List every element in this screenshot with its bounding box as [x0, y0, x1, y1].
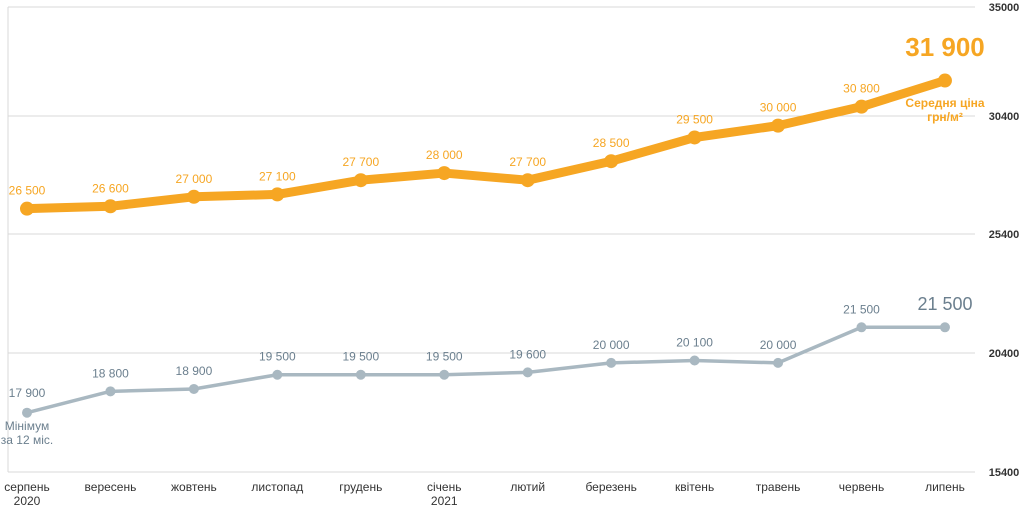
- data-label: 26 600: [92, 181, 129, 195]
- data-label: 18 800: [92, 366, 129, 380]
- x-tick-label: лютий: [510, 480, 545, 494]
- average-price-point: [103, 199, 118, 214]
- series-name-minimum: Мінімум за 12 міс.: [1, 419, 53, 447]
- average-price-point: [854, 99, 869, 114]
- data-label: 28 000: [426, 148, 463, 162]
- minimum-price-point: [522, 367, 533, 378]
- minimum-price-point: [439, 369, 450, 380]
- average-price-point: [186, 189, 201, 204]
- minimum-price-point: [689, 355, 700, 366]
- average-price-point: [687, 130, 702, 145]
- data-label: 19 500: [342, 350, 379, 364]
- y-tick-label: 25400: [989, 229, 1020, 241]
- y-tick-label: 30400: [989, 111, 1020, 123]
- average-price-point: [270, 187, 285, 202]
- data-label: 30 000: [760, 101, 797, 115]
- data-label: 19 500: [426, 350, 463, 364]
- data-label: 27 700: [342, 155, 379, 169]
- average-price-point: [771, 118, 786, 133]
- minimum-price-point: [939, 322, 950, 333]
- label-layer: 26 500 26 600 27 000 27 100 27 700 28 000 27 7…: [1, 32, 985, 447]
- data-label: 20 100: [676, 335, 713, 349]
- series-layer: [20, 73, 952, 418]
- data-label-latest-average: 31 900: [905, 32, 985, 62]
- x-tick-label: березень: [585, 480, 636, 494]
- x-tick-label: жовтень: [171, 480, 217, 494]
- data-label-latest-minimum: 21 500: [917, 294, 972, 314]
- data-label: 18 900: [176, 364, 213, 378]
- data-label: 27 700: [509, 155, 546, 169]
- data-label: 20 000: [593, 338, 630, 352]
- x-tick-label: червень: [839, 480, 884, 494]
- y-tick-label: 20400: [989, 348, 1020, 360]
- x-tick-label: липень: [925, 480, 965, 494]
- data-label: 19 600: [509, 347, 546, 361]
- minimum-price-point: [105, 386, 116, 397]
- data-label: 19 500: [259, 350, 296, 364]
- minimum-price-line: [25, 325, 947, 415]
- x-tick-label: січень 2021: [427, 480, 461, 508]
- data-label: 27 100: [259, 169, 296, 183]
- data-label: 27 000: [176, 172, 213, 186]
- x-tick-label: квітень: [675, 480, 714, 494]
- data-label: 30 800: [843, 82, 880, 96]
- data-label: 21 500: [843, 302, 880, 316]
- series-name-average: Середня ціна грн/м²: [905, 96, 985, 124]
- minimum-price-point: [272, 369, 283, 380]
- average-price-point: [937, 73, 952, 88]
- data-label: 17 900: [9, 386, 46, 400]
- x-axis: серпень 2020 вересень жовтень листопад груден…: [4, 480, 965, 508]
- data-label: 20 000: [760, 338, 797, 352]
- minimum-price-point: [606, 357, 617, 368]
- x-tick-label: травень: [756, 480, 801, 494]
- average-price-point: [437, 166, 452, 181]
- grid-layer: [7, 6, 975, 473]
- minimum-price-point: [773, 357, 784, 368]
- y-tick-label: 35000: [989, 2, 1020, 14]
- minimum-price-point: [856, 322, 867, 333]
- average-price-point: [520, 173, 535, 188]
- y-axis: 35000 30400 25400 20400 15400: [989, 2, 1020, 479]
- average-price-point: [20, 201, 34, 216]
- x-tick-label: серпень 2020: [4, 480, 49, 508]
- average-price-point: [604, 154, 619, 169]
- data-label: 26 500: [9, 184, 46, 198]
- x-tick-label: вересень: [85, 480, 137, 494]
- y-tick-label: 15400: [989, 467, 1020, 479]
- data-label: 28 500: [593, 136, 630, 150]
- data-label: 29 500: [676, 112, 713, 126]
- minimum-price-point: [188, 383, 199, 394]
- minimum-price-point: [22, 407, 32, 418]
- average-price-point: [353, 173, 368, 188]
- x-tick-label: листопад: [251, 480, 303, 494]
- average-price-line: [22, 76, 950, 214]
- minimum-price-point: [355, 369, 366, 380]
- x-tick-label: грудень: [339, 480, 382, 494]
